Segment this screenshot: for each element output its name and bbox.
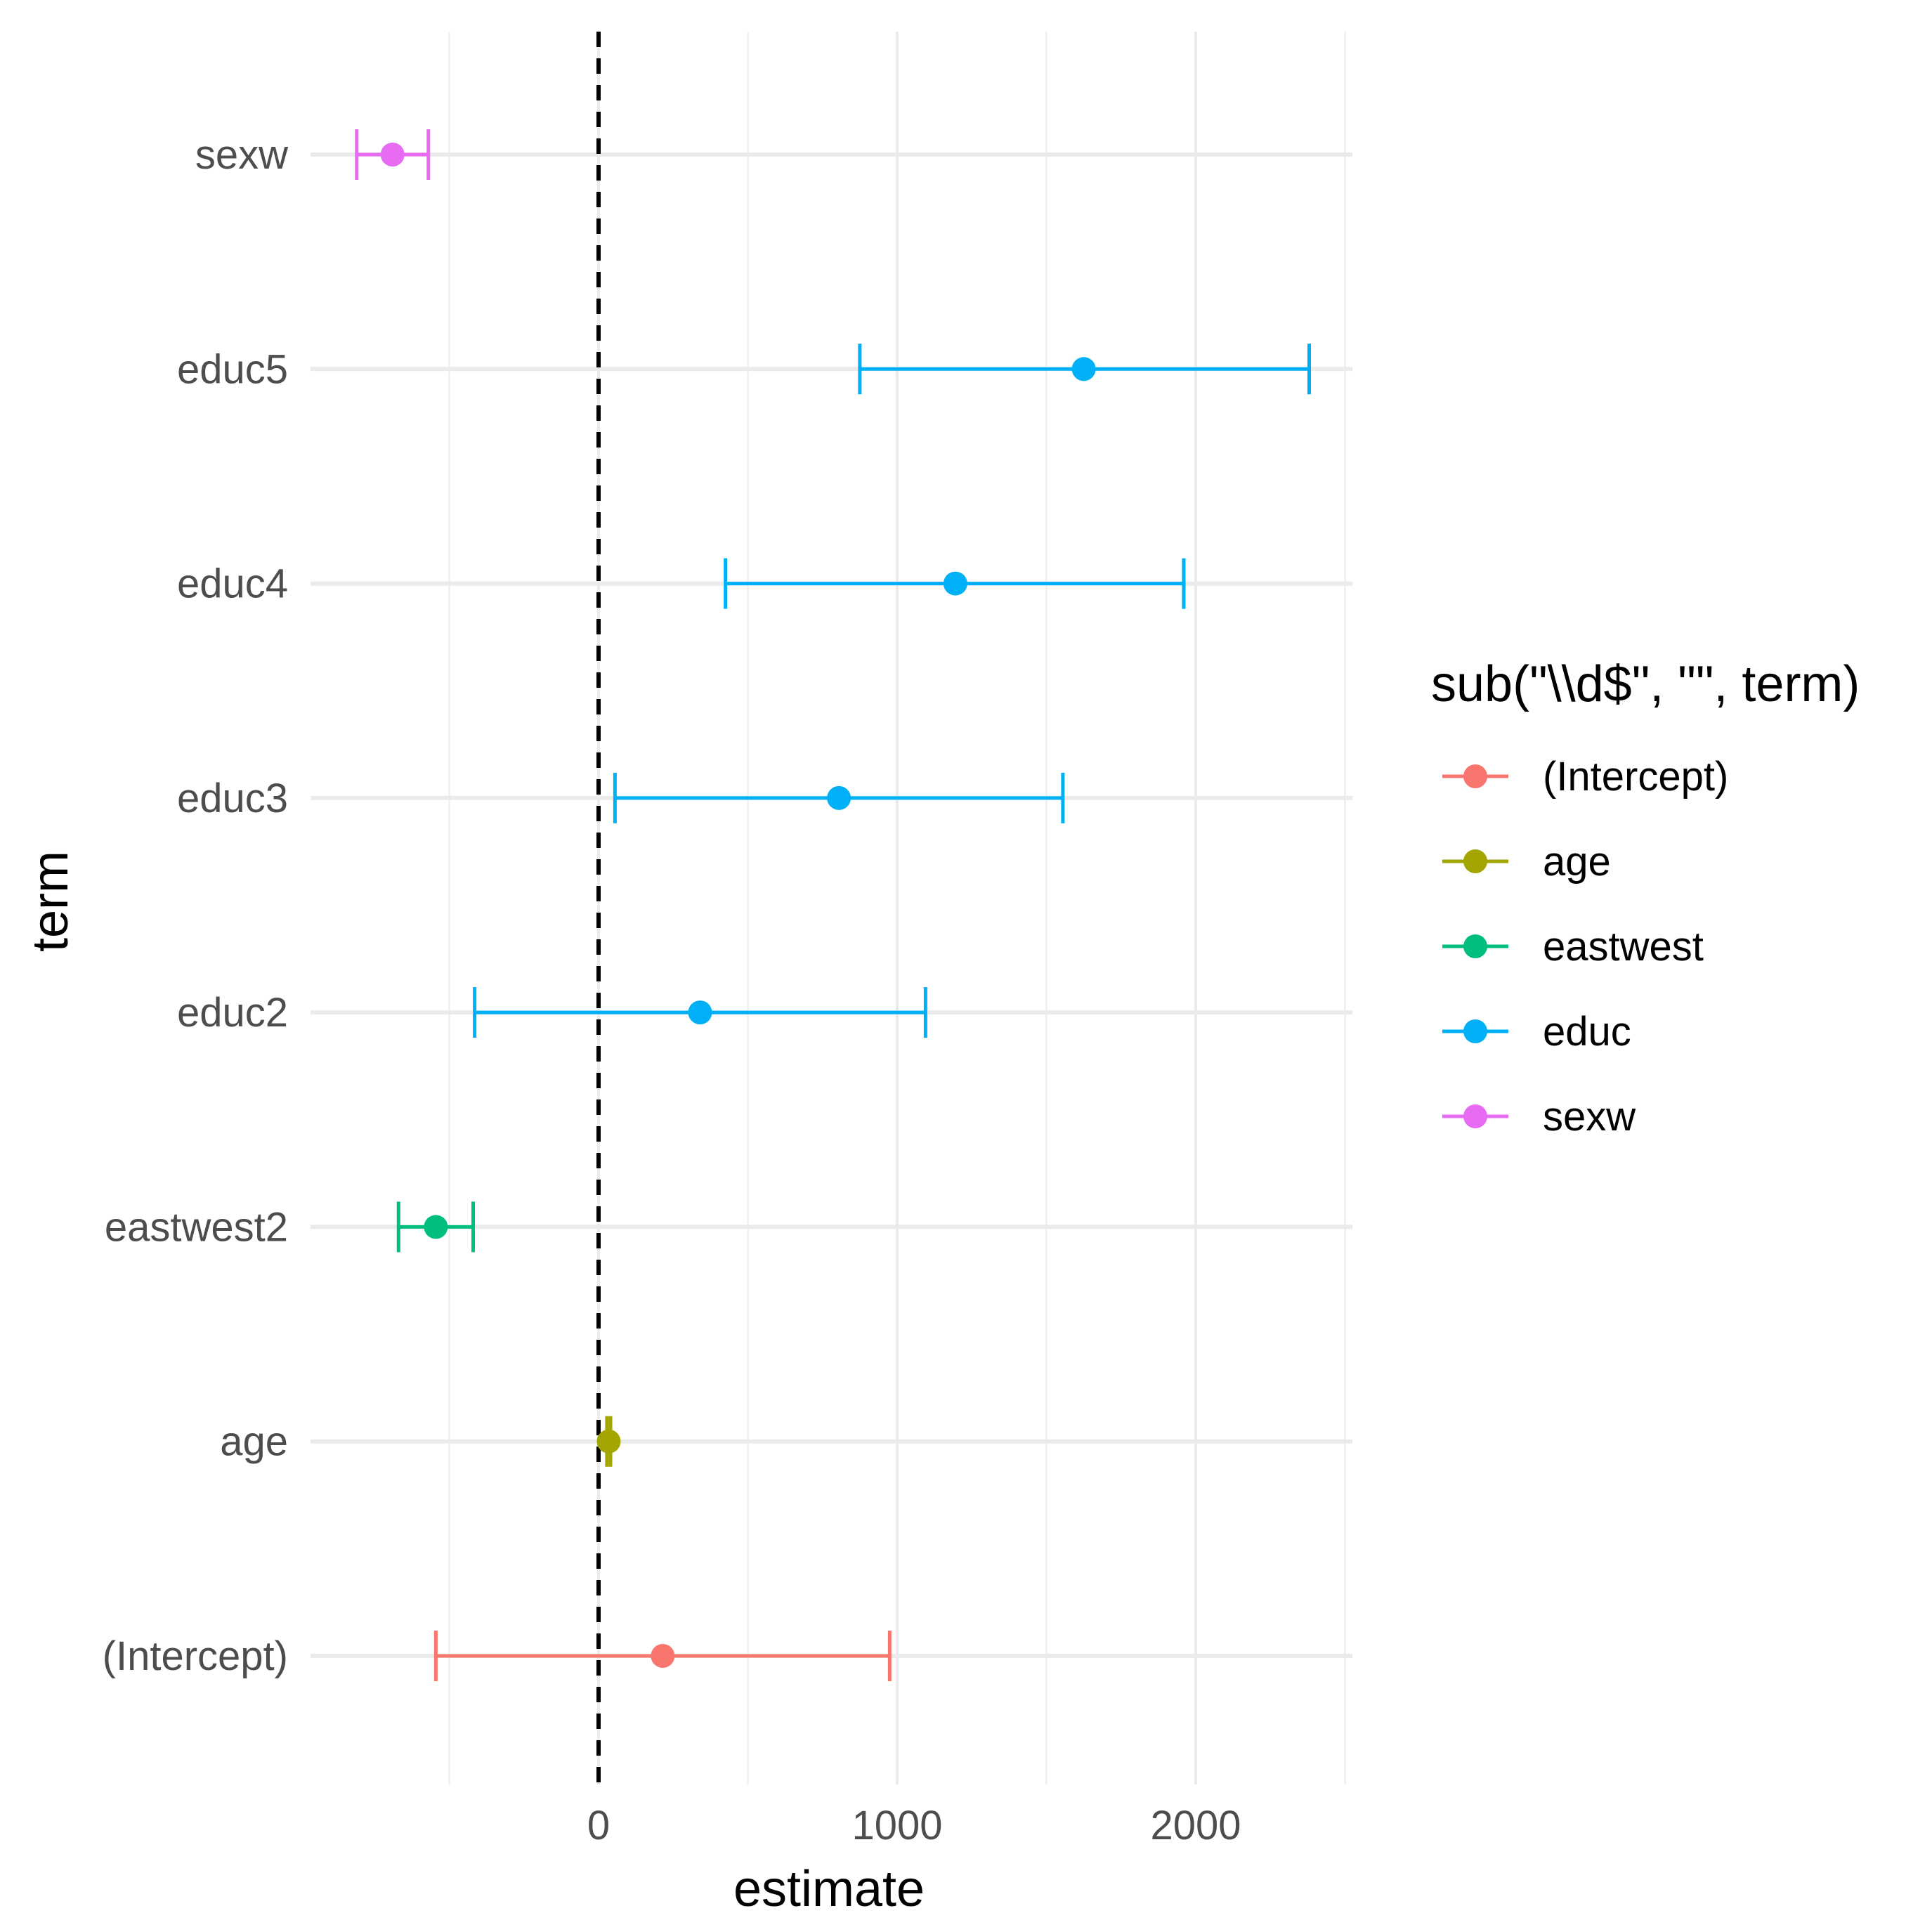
legend-entries: (Intercept) age eastwest educ sexw [1442, 754, 1728, 1140]
estimate-point-(Intercept) [651, 1644, 675, 1668]
legend-key-point-age [1463, 849, 1487, 873]
x-tick-label: 0 [587, 1803, 610, 1848]
mark-layer [355, 32, 1311, 1784]
estimate-point-sexw [380, 143, 405, 167]
y-axis-title: term [22, 851, 79, 952]
legend-key-point-(Intercept) [1463, 764, 1487, 788]
axis-layer: (Intercept) age eastwest2 educ2 educ3 educ4 ed… [103, 132, 1241, 1848]
x-tick-label: 1000 [851, 1803, 942, 1848]
legend-label: sexw [1543, 1094, 1636, 1140]
estimate-point-educ2 [688, 1000, 712, 1025]
legend-label: eastwest [1543, 924, 1704, 970]
legend-label: age [1543, 839, 1611, 885]
estimate-point-eastwest2 [424, 1215, 448, 1239]
y-tick-label: (Intercept) [103, 1633, 288, 1679]
y-tick-label: educ4 [177, 561, 288, 607]
y-tick-label: age [220, 1419, 288, 1465]
legend: sub("\\d$", "", term) (Intercept) age east… [1431, 656, 1860, 1140]
estimate-point-educ5 [1071, 357, 1096, 381]
legend-key-point-eastwest [1463, 934, 1487, 958]
grid-layer [311, 32, 1352, 1784]
x-axis-title: estimate [733, 1861, 925, 1917]
estimate-point-age [596, 1429, 621, 1454]
y-tick-label: educ3 [177, 776, 288, 821]
legend-label: (Intercept) [1543, 754, 1728, 799]
x-tick-label: 2000 [1150, 1803, 1241, 1848]
y-tick-label: educ5 [177, 346, 288, 392]
legend-title: sub("\\d$", "", term) [1431, 656, 1860, 712]
legend-key-point-educ [1463, 1019, 1487, 1043]
y-tick-label: eastwest2 [105, 1204, 288, 1250]
legend-key-point-sexw [1463, 1104, 1487, 1128]
y-tick-label: educ2 [177, 990, 288, 1036]
y-tick-label: sexw [195, 132, 289, 178]
estimate-point-educ4 [943, 571, 967, 596]
estimate-point-educ3 [827, 785, 851, 810]
legend-label: educ [1543, 1009, 1631, 1055]
